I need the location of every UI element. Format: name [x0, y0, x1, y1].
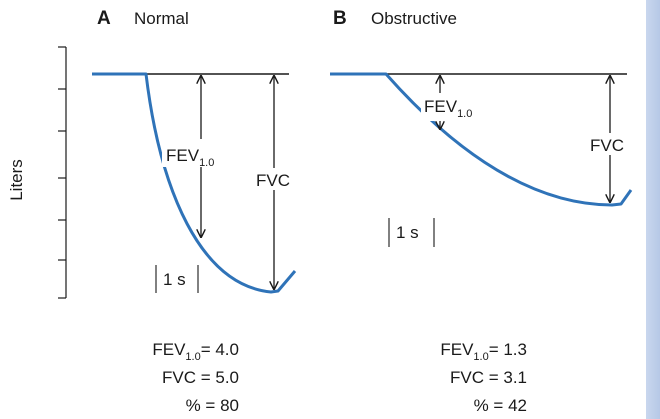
panel-b-time-marker: 1 s: [388, 218, 435, 247]
panel-a-pct-result: % = 80: [186, 396, 239, 415]
panel-a-title: Normal: [134, 9, 189, 28]
y-axis: [58, 46, 67, 299]
panel-b-fev-result: FEV1.0= 1.3: [440, 340, 527, 363]
panel-a: A Normal FEV1.0 FVC 1 s FEV1.0= 4.0 FVC …: [92, 8, 297, 415]
panel-a-fev-result: FEV1.0= 4.0: [152, 340, 239, 363]
window-edge-strip: [646, 0, 660, 419]
y-axis-label: Liters: [7, 159, 26, 201]
panel-b-fvc-result: FVC = 3.1: [450, 368, 527, 387]
panel-b: B Obstructive FEV1.0 FVC 1 s FEV1.0= 1.3…: [330, 8, 634, 415]
panel-a-fvc-result: FVC = 5.0: [162, 368, 239, 387]
panel-b-time-label: 1 s: [396, 223, 419, 242]
panel-a-normal-curve: [92, 72, 297, 294]
figure-canvas: [0, 0, 646, 419]
panel-b-fvc-label: FVC: [590, 136, 624, 155]
panel-a-time-label: 1 s: [163, 270, 186, 289]
panel-b-results: FEV1.0= 1.3 FVC = 3.1 % = 42: [440, 340, 527, 415]
panel-a-fvc-label: FVC: [256, 171, 290, 190]
panel-b-letter: B: [333, 8, 347, 29]
panel-b-obstructive-curve: [330, 72, 633, 207]
panel-b-fev-label: FEV1.0: [424, 97, 472, 120]
panel-a-results: FEV1.0= 4.0 FVC = 5.0 % = 80: [152, 340, 239, 415]
panel-b-pct-result: % = 42: [474, 396, 527, 415]
panel-a-time-marker: 1 s: [155, 265, 199, 293]
panel-a-fev-label: FEV1.0: [166, 146, 214, 169]
panel-b-title: Obstructive: [371, 9, 457, 28]
panel-a-letter: A: [97, 8, 111, 29]
